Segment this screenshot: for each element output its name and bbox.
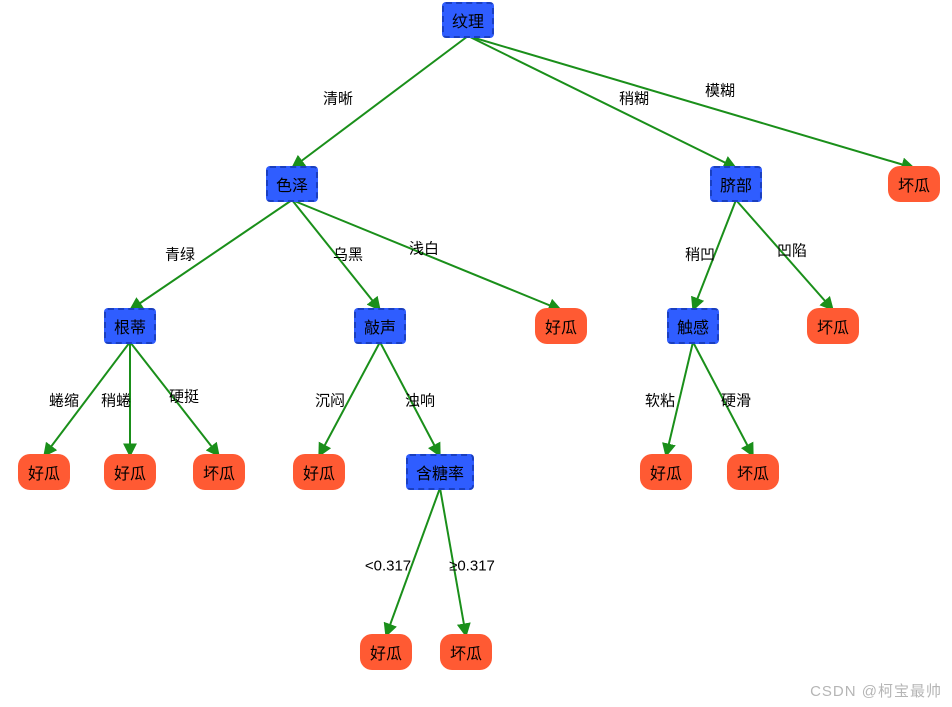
leaf-node-bad3: 坏瓜	[193, 454, 245, 490]
leaf-node-good5: 好瓜	[640, 454, 692, 490]
leaf-node-good1: 好瓜	[535, 308, 587, 344]
edge-label-navel-touch: 稍凹	[685, 244, 715, 265]
edge-label-root-navel: 稍糊	[619, 88, 649, 109]
edge-label-color-knock: 乌黑	[333, 244, 363, 265]
edge-label-touch-bad4: 硬滑	[721, 390, 751, 411]
edge-label-touch-good5: 软粘	[645, 390, 675, 411]
tree-edges-layer	[0, 0, 952, 707]
edge-color-rootstalk	[130, 200, 292, 310]
watermark-text: CSDN @柯宝最帅	[810, 680, 942, 701]
edge-label-sugar-bad5: ≥0.317	[449, 558, 495, 575]
leaf-node-good3: 好瓜	[104, 454, 156, 490]
edge-label-root-color: 清晰	[323, 88, 353, 109]
edge-label-rootstalk-good2: 蜷缩	[49, 390, 79, 411]
edge-label-navel-bad2: 凹陷	[777, 240, 807, 261]
edge-label-knock-good4: 沉闷	[315, 390, 345, 411]
decision-node-root: 纹理	[442, 2, 494, 38]
leaf-node-bad5: 坏瓜	[440, 634, 492, 670]
edge-label-rootstalk-good3: 稍蜷	[101, 390, 131, 411]
edge-root-bad1	[468, 36, 914, 168]
leaf-node-bad1: 坏瓜	[888, 166, 940, 202]
decision-node-navel: 脐部	[710, 166, 762, 202]
leaf-node-bad4: 坏瓜	[727, 454, 779, 490]
leaf-node-good6: 好瓜	[360, 634, 412, 670]
decision-node-knock: 敲声	[354, 308, 406, 344]
edge-label-root-bad1: 模糊	[705, 80, 735, 101]
edge-root-navel	[468, 36, 736, 168]
edge-label-rootstalk-bad3: 硬挺	[169, 386, 199, 407]
edge-label-color-good1: 浅白	[409, 238, 439, 259]
decision-node-touch: 触感	[667, 308, 719, 344]
edge-root-color	[292, 36, 468, 168]
leaf-node-good2: 好瓜	[18, 454, 70, 490]
edge-label-knock-sugar: 浊响	[405, 390, 435, 411]
decision-node-color: 色泽	[266, 166, 318, 202]
edge-label-sugar-good6: <0.317	[365, 558, 411, 575]
leaf-node-good4: 好瓜	[293, 454, 345, 490]
edge-label-color-rootstalk: 青绿	[165, 244, 195, 265]
leaf-node-bad2: 坏瓜	[807, 308, 859, 344]
decision-node-sugar: 含糖率	[406, 454, 474, 490]
decision-node-rootstalk: 根蒂	[104, 308, 156, 344]
